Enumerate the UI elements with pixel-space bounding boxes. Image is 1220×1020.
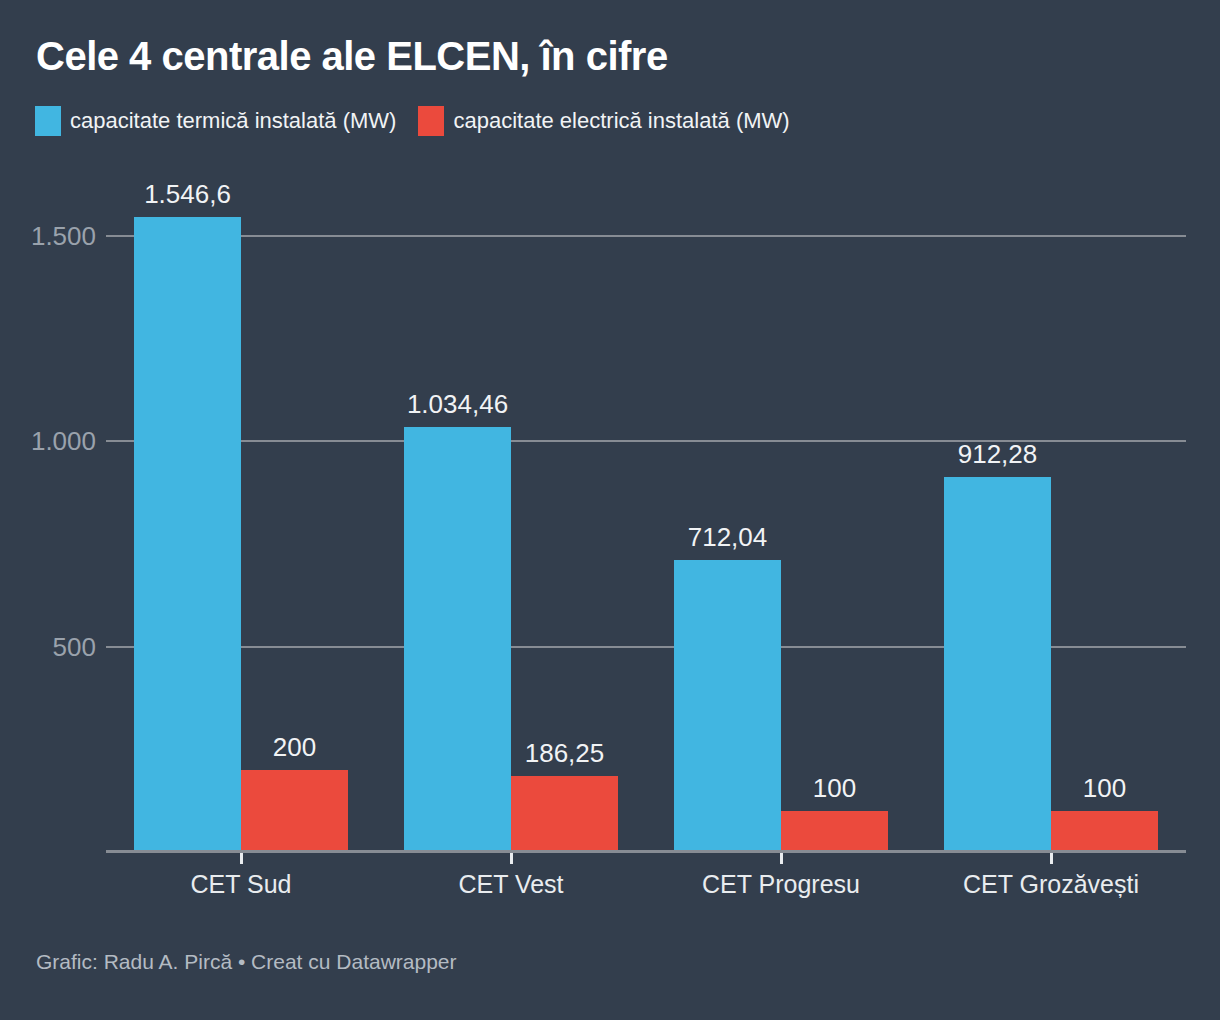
grid-line (106, 235, 1186, 237)
y-axis-tick-label: 1.500 (0, 220, 96, 252)
bar-electrica (511, 776, 618, 852)
category-label: CET Sud (106, 870, 376, 899)
value-label: 1.546,6 (78, 179, 298, 209)
category-label: CET Progresu (646, 870, 916, 899)
value-label: 200 (185, 732, 405, 762)
attribution: Grafic: Radu A. Pircă • Creat cu Datawra… (36, 950, 457, 974)
x-axis-tick (510, 853, 513, 864)
category-label: CET Grozăvești (916, 870, 1186, 899)
chart-card: Cele 4 centrale ale ELCEN, în cifre capa… (0, 0, 1220, 1020)
value-label: 912,28 (888, 439, 1108, 469)
bar-termica (674, 560, 781, 852)
y-axis-tick-label: 500 (0, 631, 96, 663)
x-axis-tick (780, 853, 783, 864)
bar-electrica (1051, 811, 1158, 852)
category-label: CET Vest (376, 870, 646, 899)
bar-electrica (241, 770, 348, 852)
value-label: 1.034,46 (348, 389, 568, 419)
value-label: 100 (725, 773, 945, 803)
y-axis-tick-label: 1.000 (0, 425, 96, 457)
x-axis-tick (1050, 853, 1053, 864)
bar-chart: 500 1.000 1.500 1.546,6 200 CET Sud 1.034,46 18… (0, 0, 1220, 1020)
value-label: 186,25 (455, 738, 675, 768)
bar-termica (404, 427, 511, 852)
x-axis-line (106, 850, 1186, 853)
bar-electrica (781, 811, 888, 852)
value-label: 712,04 (618, 522, 838, 552)
x-axis-tick (240, 853, 243, 864)
value-label: 100 (995, 773, 1215, 803)
